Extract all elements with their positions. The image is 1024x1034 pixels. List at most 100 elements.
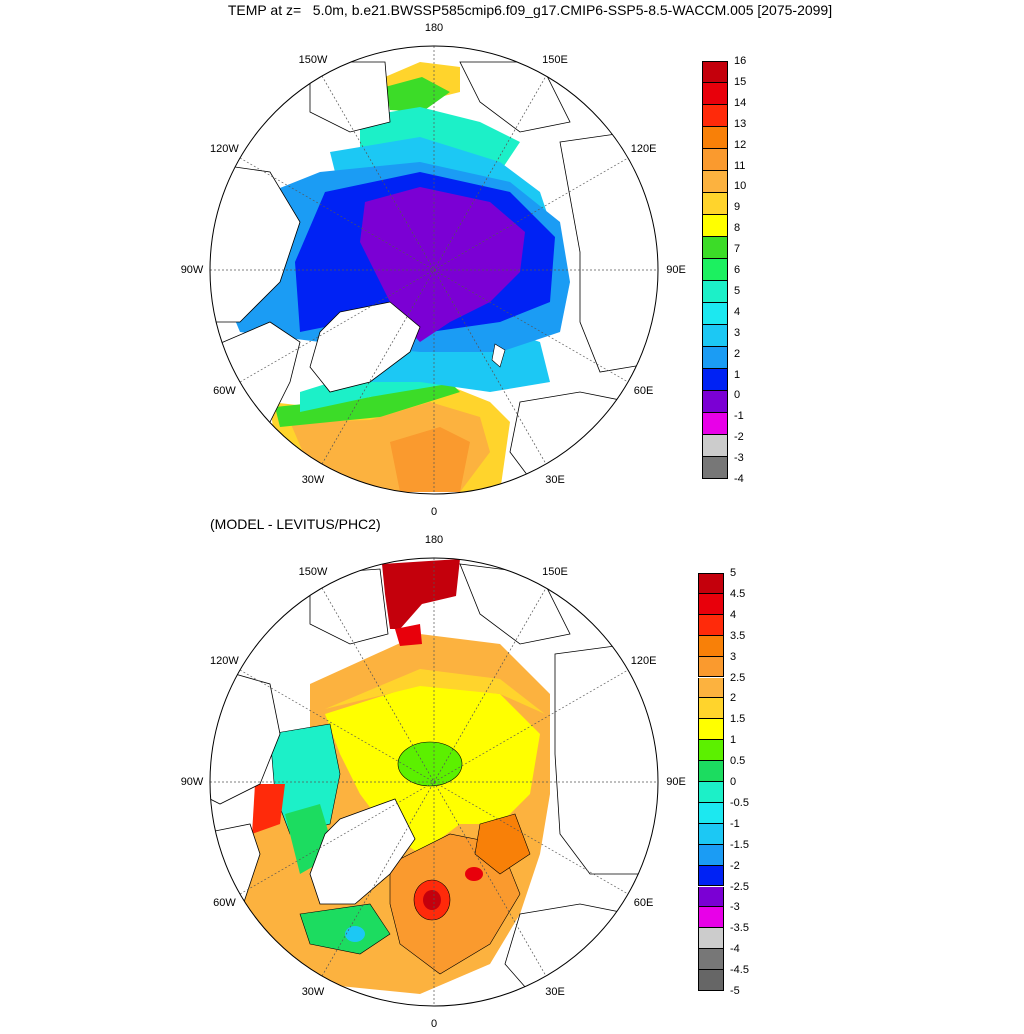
top-colorbar-tick: 11 [734,159,746,172]
bottom-colorbar-tick: -2 [730,859,740,872]
top-colorbar-tick: -3 [734,452,744,465]
bottom-colorbar-box [698,907,724,929]
top-colorbar-tick: 4 [734,305,741,318]
bottom-green-blob [397,741,463,787]
top-warmest [390,427,470,492]
bottom-colorbar-tick: -1.5 [730,838,749,851]
bottom-colorbar: 5 4.5 4 3.5 3 2.5 2 1.5 1 0.5 0 -0.5 -1 -1.5 -2 -2.5 -3 -… [698,567,758,997]
bottom-colorbar-box [698,802,724,824]
difference-subtitle: (MODEL - LEVITUS/PHC2) [210,516,381,532]
bottom-colorbar-tick: -3.5 [730,922,749,935]
bottom-kara-anomaly [474,813,531,875]
bottom-colorbar-box [698,698,724,720]
bottom-map-field [210,558,658,1006]
top-lon-label-60e: 60E [633,385,654,397]
top-colorbar-tick: 13 [734,117,747,130]
top-lon-label-30e: 30E [545,473,565,486]
top-colorbar-box [702,83,728,105]
bottom-colorbar-tick: -3 [730,901,740,914]
bottom-polar-map: 180 150E 120E 90E 60E 30E 0 30W 60W 90W 120W 150W [160,534,720,1034]
bottom-colorbar-tick: -4.5 [730,964,749,977]
top-colorbar-box [702,303,728,325]
top-colorbar-box [702,237,728,259]
top-meridian-line [321,75,547,465]
bottom-lon-label-90w: 90W [180,776,204,788]
bottom-colorbar-box [698,573,724,594]
bottom-hotspot-2 [465,867,483,881]
bottom-colorbar-box [698,614,724,636]
bottom-colorbar-box [698,656,724,678]
top-colorbar-box [702,215,728,237]
top-svalbard [491,343,506,368]
top-colorbar-box [702,457,728,479]
bottom-colorbar-box [698,886,724,908]
top-colorbar-box [702,413,728,435]
bottom-colorbar-tick: 3.5 [730,629,746,642]
bottom-map-border [209,557,659,1007]
bottom-colorbar-tick: 2.5 [730,671,746,684]
bottom-graticule [210,558,658,1006]
bottom-colorbar-box [698,761,724,782]
top-meridian-line [321,75,547,465]
top-colorbar-box [702,149,728,171]
bottom-colorbar-tick: 0.5 [730,755,746,768]
bottom-colorbar-box [698,970,724,991]
top-map-field [210,46,658,494]
bottom-scandinavia [504,903,658,1005]
top-graticule [210,46,658,494]
top-colorbar-tick: -4 [734,473,744,485]
top-colorbar-tick: 5 [734,284,741,297]
top-lon-label-120e: 120E [630,143,657,155]
bottom-rim-yellow [325,669,545,714]
top-lon-label-60w: 60W [213,385,236,397]
top-colorbar-box [702,347,728,369]
bottom-colorbar-box [698,928,724,950]
top-alaska [309,61,391,133]
bottom-meridian-line [321,587,547,977]
top-colorbar-tick: 7 [734,243,741,256]
top-meridian-line [239,157,629,383]
bottom-lon-label-120e: 120E [630,655,657,667]
bottom-lon-label-60w: 60W [213,897,236,909]
bottom-greenland [309,798,416,905]
top-colorbar-tick: 2 [734,347,741,360]
bottom-colorbar-tick: 1 [730,734,737,747]
bottom-colorbar-tick: -5 [730,985,740,997]
top-map-border [209,45,659,495]
top-central-arctic [360,187,525,342]
top-lon-label-180: 180 [424,22,444,34]
bottom-lon-label-150e: 150E [542,566,568,579]
bottom-meridian-line [321,587,547,977]
bottom-colorbar-box [698,949,724,971]
top-colorbar-tick: -1 [734,410,744,423]
top-map-svg [209,45,659,495]
bottom-cold-spot [345,926,365,942]
top-colorbar-box [702,171,728,193]
bottom-colorbar-box [698,593,724,615]
top-scandinavia [509,391,658,493]
bottom-colorbar-tick: -0.5 [730,796,749,809]
bottom-colorbar-tick: 3 [730,650,737,663]
bottom-lon-label-30e: 30E [545,985,565,998]
top-canada-arch [210,161,301,323]
top-colorbar-tick: 1 [734,368,741,381]
bottom-colorbar-box [698,635,724,657]
top-lon-label-90e: 90E [666,264,686,276]
bottom-lon-label-30w: 30W [301,985,325,998]
bottom-colorbar-tick: -1 [730,817,740,830]
bottom-lon-label-60e: 60E [633,897,654,909]
bottom-colorbar-tick: 4.5 [730,587,746,600]
bottom-colorbar-box [698,677,724,699]
bottom-colorbar-tick: -2.5 [730,880,749,893]
bottom-colorbar-tick: 5 [730,567,737,579]
top-colorbar-tick: 14 [734,96,747,109]
top-greenland [309,301,421,393]
top-lon-label-150w: 150W [298,54,328,67]
top-colorbar: 16 15 14 13 12 11 10 9 8 7 6 5 4 3 2 1 0 -1 -2 -3 -4 [702,55,762,485]
top-colorbar-box [702,193,728,215]
bottom-map-svg [209,557,659,1007]
bottom-greenland-sea [299,903,391,955]
bottom-meridian-line [239,669,629,895]
top-colorbar-tick: 0 [734,389,741,402]
top-colorbar-tick: 3 [734,326,741,339]
